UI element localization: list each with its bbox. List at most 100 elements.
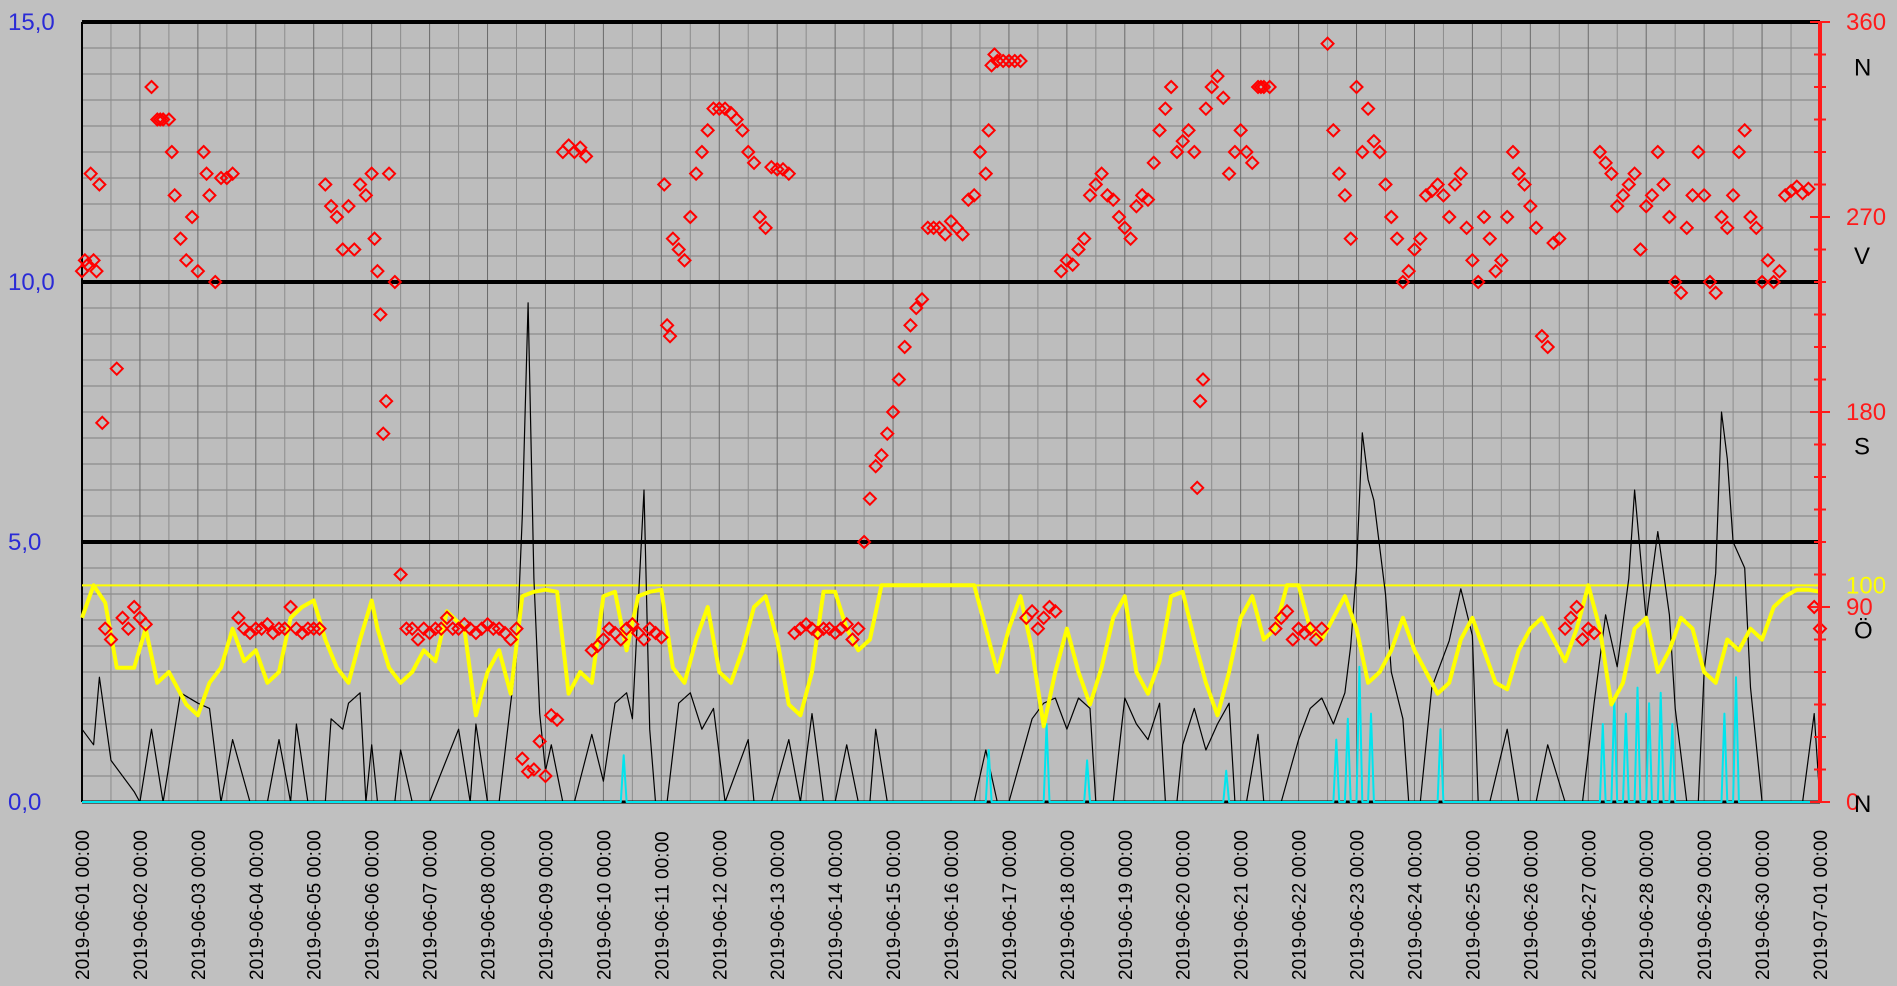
- direction-point: [109, 361, 125, 377]
- direction-point: [1714, 209, 1729, 225]
- direction-point: [86, 252, 102, 268]
- direction-point: [694, 144, 710, 160]
- direction-point: [1627, 166, 1643, 182]
- direction-point: [1076, 231, 1092, 247]
- direction-markers: [74, 36, 1828, 784]
- direction-point: [1204, 79, 1220, 95]
- direction-point: [1754, 274, 1770, 290]
- direction-point: [792, 621, 808, 637]
- x-axis-tick-label: 2019-06-19 00:00: [1116, 830, 1137, 980]
- direction-point: [1378, 177, 1393, 192]
- direction-point: [1366, 133, 1382, 149]
- direction-point: [80, 257, 96, 273]
- direction-point: [1580, 621, 1596, 637]
- x-axis-tick-label: 2019-06-29 00:00: [1695, 830, 1716, 980]
- right-axis-tick-label: 180: [1846, 399, 1886, 426]
- direction-point: [1569, 599, 1585, 615]
- direction-point: [1459, 220, 1475, 236]
- x-axis-tick-label: 2019-06-04 00:00: [247, 830, 268, 980]
- right-axis-tick-label: 360: [1846, 9, 1886, 36]
- x-axis-tick-label: 2019-06-11 00:00: [652, 831, 673, 980]
- direction-point: [1412, 231, 1428, 247]
- direction-point: [509, 621, 524, 637]
- x-axis-tick-label: 2019-06-14 00:00: [826, 830, 847, 980]
- direction-point: [155, 112, 171, 127]
- right-axis-tick-label: 0: [1846, 789, 1859, 816]
- direction-point: [1667, 274, 1683, 290]
- direction-point: [1042, 599, 1057, 615]
- direction-point: [903, 317, 918, 333]
- direction-point: [1195, 372, 1211, 387]
- direction-point: [700, 122, 716, 138]
- direction-point: [984, 57, 999, 73]
- direction-point: [115, 610, 130, 626]
- direction-point: [1244, 155, 1260, 171]
- direction-point: [538, 768, 553, 784]
- direction-point: [323, 198, 339, 214]
- direction-point: [410, 632, 426, 647]
- direction-point: [966, 187, 982, 203]
- right-axis-tick-label: 100: [1846, 572, 1886, 599]
- direction-point: [352, 177, 368, 192]
- direction-point: [729, 112, 745, 127]
- direction-point: [1621, 177, 1637, 192]
- direction-point: [294, 625, 310, 641]
- direction-point: [1615, 187, 1631, 203]
- direction-point: [682, 209, 698, 225]
- direction-point: [874, 447, 889, 463]
- direction-point: [885, 404, 901, 420]
- direction-point: [706, 101, 721, 117]
- direction-point: [1395, 274, 1411, 290]
- x-axis-tick-label: 2019-06-23 00:00: [1348, 830, 1369, 980]
- direction-point: [433, 621, 449, 637]
- direction-point: [375, 426, 391, 442]
- direction-point: [833, 621, 849, 637]
- direction-point: [83, 166, 99, 182]
- direction-point: [219, 170, 235, 186]
- cyan-line-series: [82, 665, 1820, 803]
- direction-point: [1296, 625, 1312, 641]
- direction-point: [1499, 209, 1515, 225]
- direction-point: [1563, 610, 1579, 626]
- direction-point: [1609, 198, 1625, 214]
- direction-point: [1470, 274, 1486, 290]
- direction-point: [1592, 144, 1608, 160]
- direction-point: [601, 621, 617, 637]
- direction-point: [1302, 621, 1318, 637]
- direction-point: [1511, 166, 1527, 182]
- x-axis-tick-label: 2019-06-03 00:00: [189, 830, 210, 980]
- direction-point: [378, 393, 394, 409]
- direction-point: [955, 226, 971, 242]
- grid-layer: [81, 20, 1820, 804]
- direction-point: [1696, 187, 1712, 203]
- direction-point: [1436, 187, 1451, 203]
- direction-point: [1128, 198, 1144, 214]
- direction-point: [503, 632, 519, 647]
- direction-point: [242, 625, 258, 641]
- direction-point: [1725, 187, 1741, 203]
- direction-point: [1401, 263, 1417, 279]
- direction-point: [1586, 625, 1602, 641]
- direction-point: [995, 53, 1011, 69]
- direction-point: [798, 616, 814, 632]
- direction-point: [404, 621, 420, 637]
- direction-point: [781, 166, 797, 182]
- direction-point: [1071, 242, 1086, 257]
- direction-point: [184, 209, 200, 225]
- direction-point: [1441, 209, 1457, 225]
- direction-point: [422, 625, 438, 641]
- x-axis-tick-label: 2019-06-30 00:00: [1753, 830, 1774, 980]
- direction-point: [1117, 220, 1133, 236]
- direction-point: [659, 317, 675, 333]
- direction-point: [1719, 220, 1735, 236]
- direction-point: [225, 166, 241, 182]
- yellow-line-series: [80, 583, 1821, 729]
- direction-point: [1181, 122, 1196, 138]
- direction-point: [1748, 220, 1764, 236]
- direction-point: [416, 621, 432, 637]
- direction-point: [1557, 621, 1573, 637]
- direction-point: [891, 372, 907, 387]
- direction-point: [1215, 90, 1231, 106]
